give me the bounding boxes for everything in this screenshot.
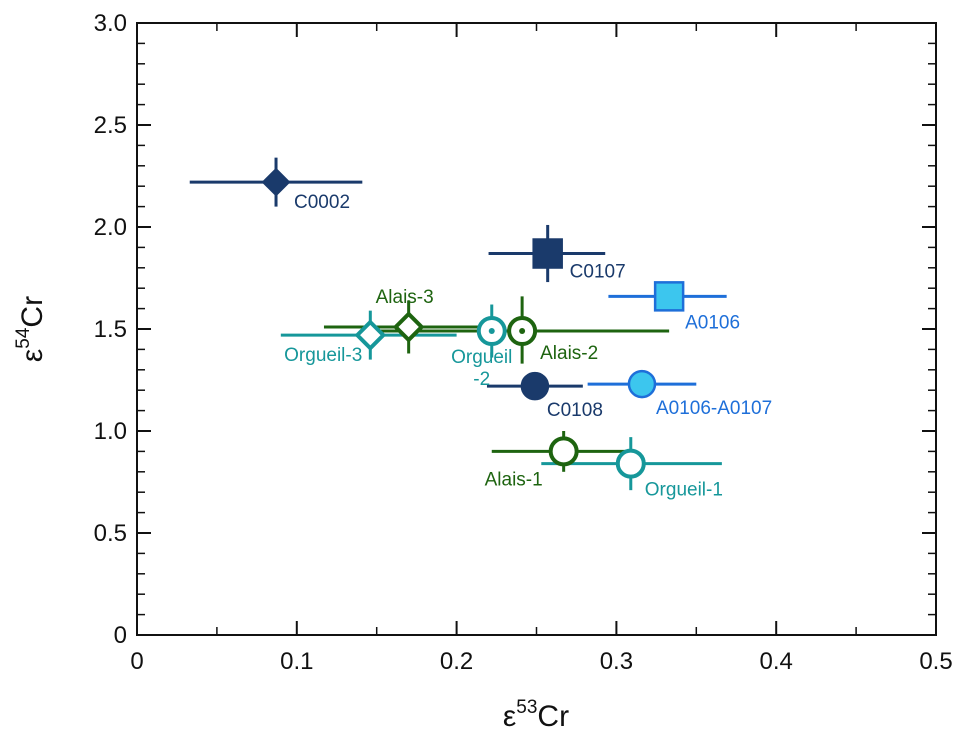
y-axis-title: ε54Cr [13,296,49,362]
y-tick-label: 2.0 [94,214,127,241]
marker-c0107 [532,238,563,269]
point-label-a0106-a0107: A0106-A0107 [656,398,772,419]
y-tick-label: 0.5 [94,520,127,547]
marker-alais-2-center-dot [519,328,526,335]
point-label-orgueil-2-line2: -2 [473,369,490,390]
point-label-orgueil-3: Orgueil-3 [284,345,362,366]
point-label-orgueil-2: Orgueil [451,347,512,368]
y-tick-label: 0 [114,622,127,649]
point-label-alais-2: Alais-2 [540,343,598,364]
axis-ticks: 0 0.1 0.2 0.3 0.4 0.5 0 0.5 1.0 1.5 2.0 2.5 3.0 [94,10,953,675]
point-labels: C0002 C0107 A0106 Alais-3 Orgueil-3 Orgueil-2… [284,192,772,501]
point-label-alais-1: Alais-1 [485,469,543,490]
x-axis-title: ε53Cr [503,697,569,733]
marker-orgueil-2-center-dot [488,328,495,335]
marker-orgueil-3 [354,319,387,351]
marker-alais-1 [548,436,579,467]
y-tick-label: 1.0 [94,418,127,445]
point-label-c0108: C0108 [547,400,603,421]
point-label-c0002: C0002 [294,192,350,213]
x-tick-label: 0.2 [440,648,473,675]
y-tick-label: 1.5 [94,316,127,343]
y-tick-label: 3.0 [94,10,127,37]
point-label-orgueil-1: Orgueil-1 [645,480,723,501]
x-tick-label: 0.1 [280,648,313,675]
data-markers [261,167,685,479]
marker-orgueil-1 [615,448,646,479]
marker-alais-3 [392,311,425,343]
marker-a0106-a0107 [627,369,657,399]
x-tick-label: 0.5 [919,648,952,675]
x-tick-label: 0.4 [760,648,793,675]
marker-a0106 [653,281,685,312]
marker-c0002 [261,167,291,197]
point-label-a0106: A0106 [685,312,740,333]
point-label-c0107: C0107 [570,262,626,283]
x-tick-label: 0.3 [600,648,633,675]
y-tick-label: 2.5 [94,112,127,139]
point-label-alais-3: Alais-3 [376,287,434,308]
error-bars [189,157,727,491]
x-tick-label: 0 [130,648,143,675]
marker-c0108 [520,371,550,401]
